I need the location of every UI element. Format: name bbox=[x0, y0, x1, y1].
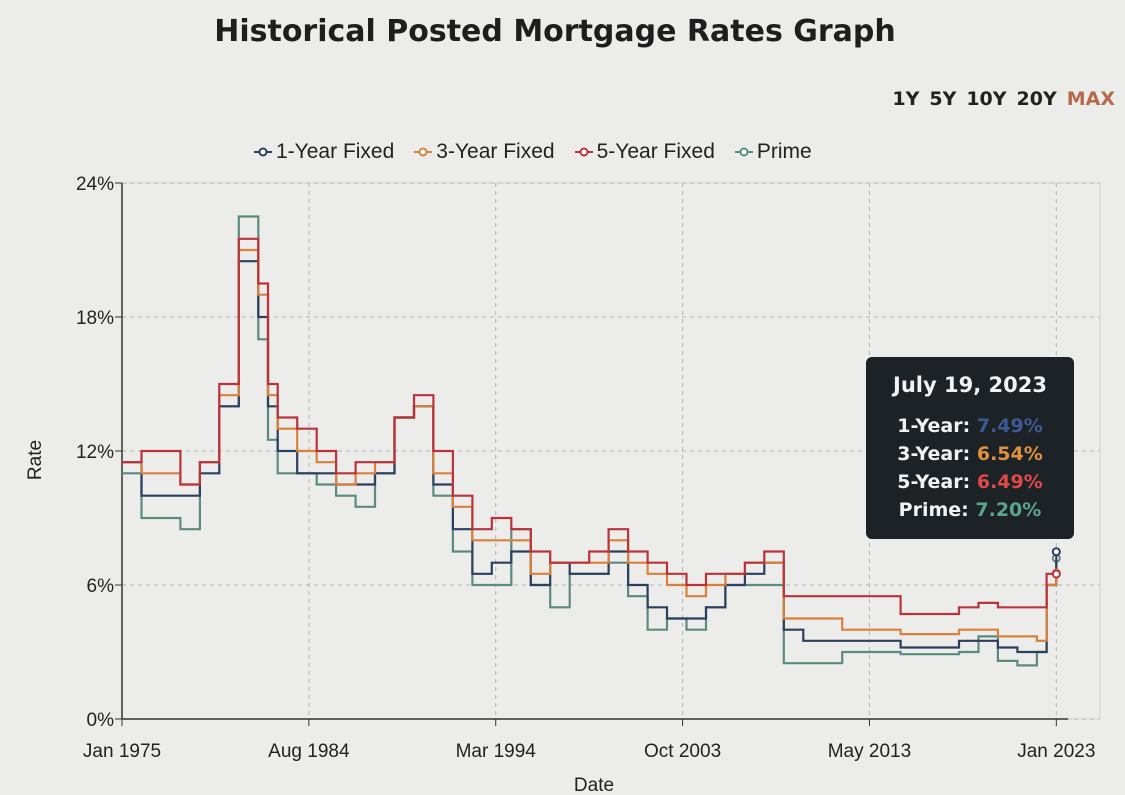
legend-label: 1-Year Fixed bbox=[276, 140, 395, 163]
y-axis-label: Rate bbox=[25, 440, 46, 480]
legend-marker-icon bbox=[414, 147, 433, 157]
tooltip-row-prime: Prime: 7.20% bbox=[866, 499, 1074, 521]
x-axis-label: Date bbox=[574, 775, 614, 795]
legend-marker-icon bbox=[734, 147, 753, 157]
tooltip-value: 7.20% bbox=[975, 499, 1042, 521]
tooltip-value: 7.49% bbox=[976, 415, 1043, 437]
tooltip-row-5-year: 5-Year: 6.49% bbox=[866, 471, 1074, 493]
legend-item-5-year[interactable]: 5-Year Fixed bbox=[574, 140, 715, 164]
tooltip-label: 3-Year: bbox=[897, 443, 971, 465]
y-tick-label: 18% bbox=[76, 308, 114, 329]
y-tick-label: 24% bbox=[76, 174, 114, 195]
legend-item-prime[interactable]: Prime bbox=[734, 140, 812, 164]
hover-point bbox=[1051, 547, 1061, 557]
x-tick-label: Aug 1984 bbox=[268, 741, 350, 762]
legend-marker-icon bbox=[574, 147, 593, 157]
tooltip-value: 6.54% bbox=[976, 443, 1043, 465]
legend-label: 3-Year Fixed bbox=[436, 140, 555, 163]
tooltip-label: 5-Year: bbox=[897, 471, 971, 493]
y-tick-label: 12% bbox=[76, 442, 114, 463]
series-line-2 bbox=[122, 237, 1058, 616]
legend-marker-icon bbox=[254, 147, 272, 157]
chart-legend: 1-Year Fixed 3-Year Fixed 5-Year Fixed P… bbox=[254, 140, 812, 164]
x-tick-label: Oct 2003 bbox=[644, 741, 721, 762]
tooltip-label: 1-Year: bbox=[897, 415, 971, 437]
chart-tooltip: July 19, 2023 1-Year: 7.49% 3-Year: 6.54… bbox=[866, 357, 1074, 539]
range-5y-button[interactable]: 5Y bbox=[929, 88, 957, 110]
range-selector: 1Y 5Y 10Y 20Y MAX bbox=[892, 86, 1115, 112]
x-tick-label: May 2013 bbox=[828, 741, 911, 762]
series-line-3 bbox=[122, 215, 1058, 667]
x-tick-label: Jan 2023 bbox=[1017, 741, 1095, 762]
page-title: Historical Posted Mortgage Rates Graph bbox=[214, 14, 896, 49]
tooltip-value: 6.49% bbox=[976, 471, 1043, 493]
range-1y-button[interactable]: 1Y bbox=[892, 88, 920, 110]
tooltip-row-3-year: 3-Year: 6.54% bbox=[866, 443, 1074, 465]
range-max-button[interactable]: MAX bbox=[1066, 88, 1115, 110]
legend-label: Prime bbox=[756, 140, 812, 163]
range-10y-button[interactable]: 10Y bbox=[966, 88, 1007, 110]
y-tick-label: 6% bbox=[87, 576, 115, 597]
hover-point bbox=[1051, 569, 1061, 579]
legend-item-3-year[interactable]: 3-Year Fixed bbox=[414, 140, 555, 164]
x-tick-label: Mar 1994 bbox=[456, 741, 537, 762]
y-tick-label: 0% bbox=[87, 710, 115, 731]
x-tick-label: Jan 1975 bbox=[83, 741, 161, 762]
tooltip-row-1-year: 1-Year: 7.49% bbox=[866, 415, 1074, 437]
legend-item-1-year[interactable]: 1-Year Fixed bbox=[254, 140, 394, 164]
range-20y-button[interactable]: 20Y bbox=[1016, 88, 1057, 110]
legend-label: 5-Year Fixed bbox=[596, 140, 715, 163]
tooltip-date: July 19, 2023 bbox=[893, 373, 1047, 397]
tooltip-label: Prime: bbox=[898, 499, 969, 521]
